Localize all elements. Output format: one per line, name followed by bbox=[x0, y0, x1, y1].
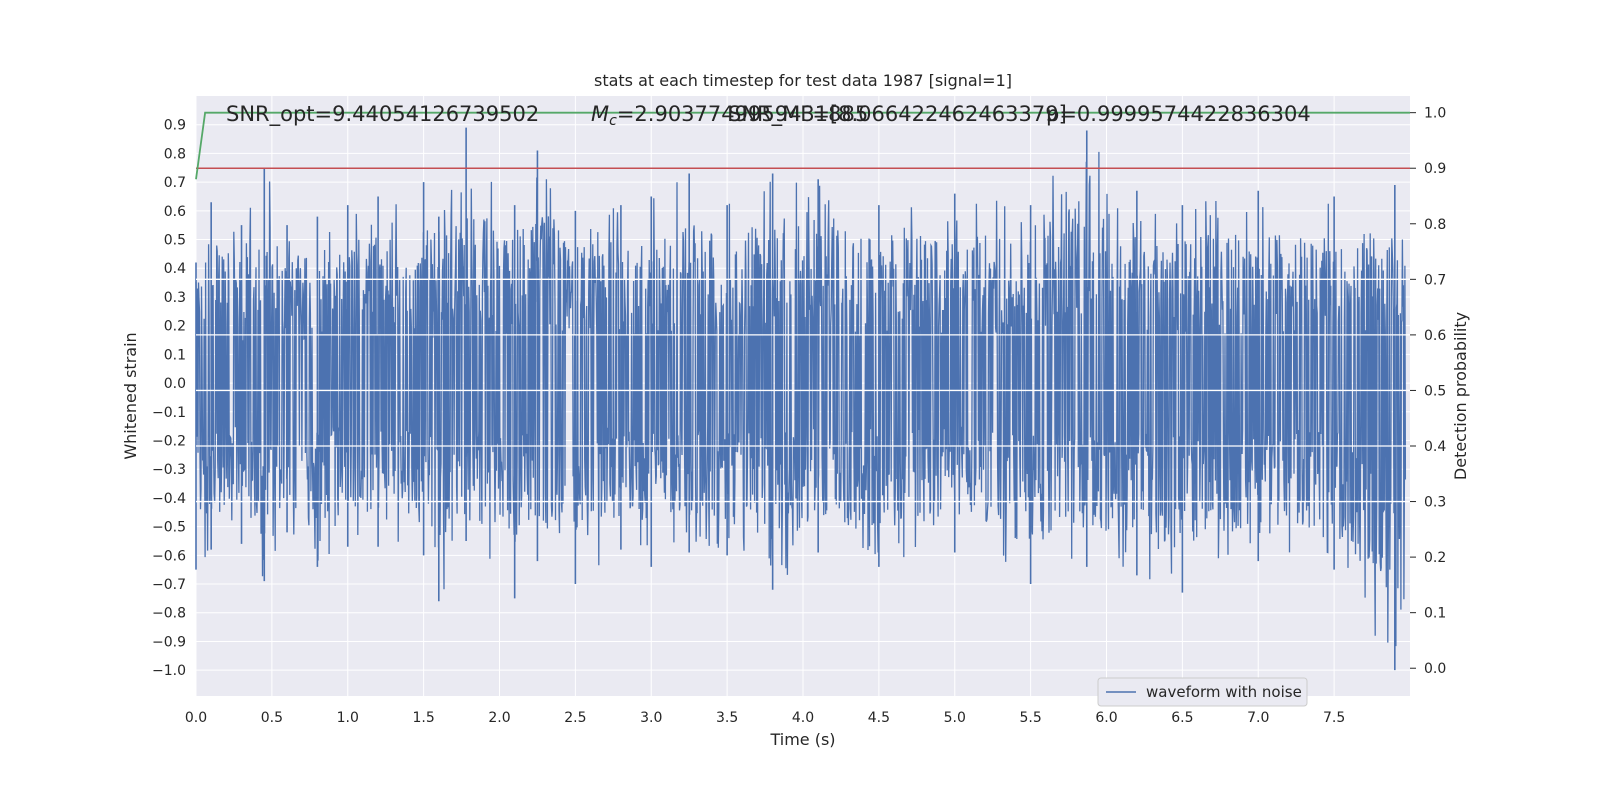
annotation-snr-opt: SNR_opt=9.44054126739502 bbox=[226, 102, 539, 127]
annotation-mc-subscript: c bbox=[609, 113, 617, 129]
y-tick-label: 0.5 bbox=[164, 233, 186, 249]
y-tick-label: −0.8 bbox=[152, 606, 186, 622]
right-tick-label: 0.3 bbox=[1424, 495, 1446, 511]
y-tick-label: −0.7 bbox=[152, 577, 186, 593]
chart-title: stats at each timestep for test data 198… bbox=[594, 71, 1012, 90]
x-tick-label: 6.5 bbox=[1171, 710, 1193, 726]
right-y-axis-label: Detection probability bbox=[1451, 312, 1470, 480]
x-tick-label: 2.0 bbox=[488, 710, 510, 726]
y-tick-label: 0.4 bbox=[164, 261, 186, 277]
y-tick-label: 0.0 bbox=[164, 376, 186, 392]
waveform-trace bbox=[195, 151, 1407, 647]
x-tick-label: 7.0 bbox=[1247, 710, 1269, 726]
annotation-mc-value: =2.9037749959431885 bbox=[617, 102, 868, 126]
y-tick-label: 0.8 bbox=[164, 146, 186, 162]
y-tick-label: 0.1 bbox=[164, 347, 186, 363]
annotation-mc-symbol: M bbox=[591, 102, 609, 126]
right-tick-label: 0.5 bbox=[1424, 383, 1446, 399]
x-tick-label: 1.0 bbox=[337, 710, 359, 726]
y-tick-label: −0.5 bbox=[152, 520, 186, 536]
y-tick-label: 0.6 bbox=[164, 204, 186, 220]
right-tick-label: 0.7 bbox=[1424, 272, 1446, 288]
right-tick-label: 0.2 bbox=[1424, 550, 1446, 566]
y-tick-label: −0.1 bbox=[152, 405, 186, 421]
right-axis-grid bbox=[196, 278, 1410, 503]
x-tick-label: 0.0 bbox=[185, 710, 207, 726]
y-tick-label: −1.0 bbox=[152, 663, 186, 679]
right-tick-label: 0.0 bbox=[1424, 661, 1446, 677]
x-tick-label: 0.5 bbox=[261, 710, 283, 726]
probability-line bbox=[195, 111, 1410, 180]
y-tick-label: −0.9 bbox=[152, 634, 186, 650]
y-tick-label: −0.3 bbox=[152, 462, 186, 478]
y-tick-label: 0.2 bbox=[164, 319, 186, 335]
x-tick-label: 1.5 bbox=[412, 710, 434, 726]
y-axis-label: Whitened strain bbox=[121, 332, 140, 459]
right-tick-label: 0.4 bbox=[1424, 439, 1446, 455]
x-axis-label: Time (s) bbox=[769, 730, 835, 749]
x-tick-label: 4.0 bbox=[792, 710, 814, 726]
annotation-p-value: p=0.9999574422836304 bbox=[1046, 102, 1311, 126]
x-axis-ticks: 0.0 0.5 1.0 1.5 2.0 2.5 3.0 3.5 4.0 4.5 5.0 5.5 6.0 6… bbox=[185, 710, 1345, 726]
right-tick-label: 0.6 bbox=[1424, 328, 1446, 344]
x-tick-label: 2.5 bbox=[564, 710, 586, 726]
x-tick-label: 3.0 bbox=[640, 710, 662, 726]
right-axis-ticks: 1.0 0.9 0.8 0.7 0.6 0.5 0.4 0.3 0.2 0.1 0.0 bbox=[1410, 106, 1446, 677]
legend-label-waveform: waveform with noise bbox=[1146, 683, 1302, 701]
y-tick-label: 0.9 bbox=[164, 118, 186, 134]
legend-box bbox=[1097, 677, 1308, 707]
right-tick-label: 0.1 bbox=[1424, 606, 1446, 622]
y-tick-label: −0.2 bbox=[152, 433, 186, 449]
y-axis-ticks: 0.9 0.8 0.7 0.6 0.5 0.4 0.3 0.2 0.1 0.0 −0.1 −0.2 −0… bbox=[152, 118, 186, 679]
x-tick-label: 3.5 bbox=[716, 710, 738, 726]
right-tick-label: 1.0 bbox=[1424, 106, 1446, 122]
y-tick-label: −0.4 bbox=[152, 491, 186, 507]
y-tick-label: 0.7 bbox=[164, 175, 186, 191]
legend: waveform with noise bbox=[1097, 677, 1308, 707]
annotation-chirp-mass: Mc=2.9037749959431885 bbox=[591, 102, 868, 129]
y-tick-label: −0.6 bbox=[152, 548, 186, 564]
x-tick-label: 7.5 bbox=[1323, 710, 1345, 726]
x-tick-label: 5.5 bbox=[1019, 710, 1041, 726]
x-tick-label: 5.0 bbox=[944, 710, 966, 726]
right-tick-label: 0.9 bbox=[1424, 161, 1446, 177]
right-tick-label: 0.8 bbox=[1424, 217, 1446, 233]
x-tick-label: 4.5 bbox=[868, 710, 890, 726]
x-tick-label: 6.0 bbox=[1095, 710, 1117, 726]
annotation-snr-mf: SNR_MF=[8.066422462463379] bbox=[728, 102, 1067, 127]
y-tick-label: 0.3 bbox=[164, 290, 186, 306]
